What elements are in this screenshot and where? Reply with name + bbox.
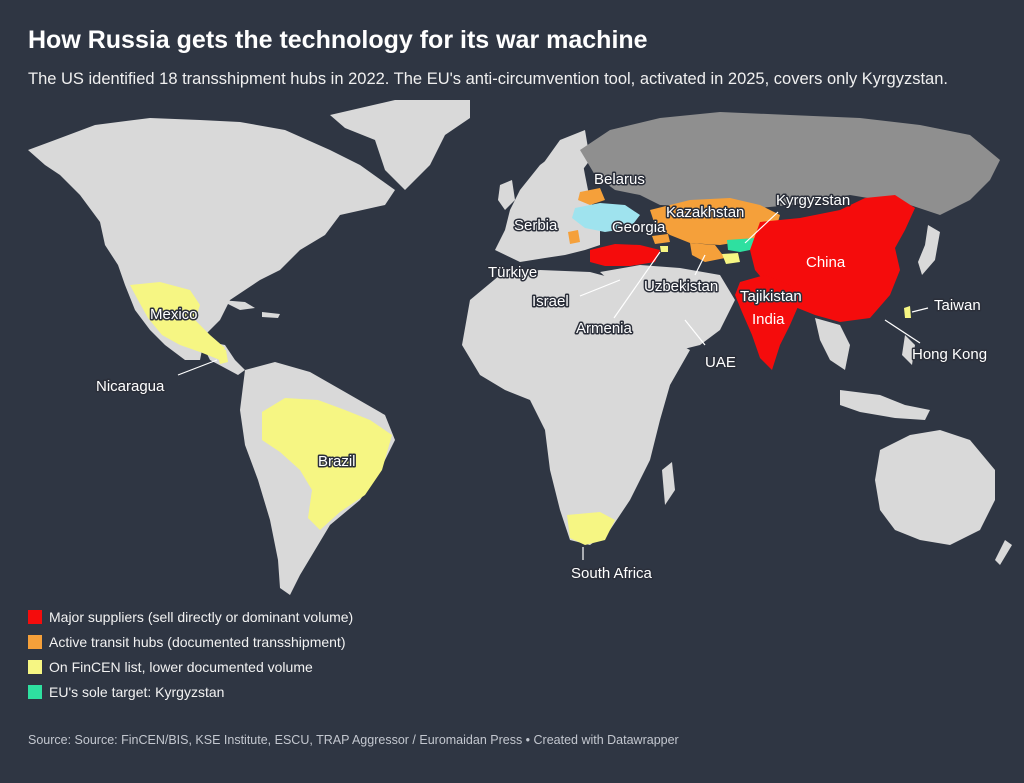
label-kyrgyzstan: Kyrgyzstan <box>776 192 850 209</box>
legend-label: Active transit hubs (documented transshi… <box>49 633 346 650</box>
japan-shape <box>918 225 940 275</box>
legend-item-fincen-list: On FinCEN list, lower documented volume <box>28 654 353 679</box>
label-taiwan: Taiwan <box>934 297 981 314</box>
north-america-shape <box>28 118 395 360</box>
armenia-leader <box>613 251 661 319</box>
israel-leader <box>579 279 621 297</box>
kazakhstan-shape <box>650 198 780 245</box>
belarus-shape <box>578 188 605 205</box>
legend-swatch <box>28 609 42 624</box>
label-belarus: Belarus <box>594 171 645 188</box>
africa-shape <box>462 270 690 545</box>
label-georgia: Georgia <box>612 219 666 236</box>
uzbekistan-shape <box>690 243 725 262</box>
taiwan-shape <box>904 306 911 318</box>
mexico-shape <box>130 282 225 360</box>
label-serbia: Serbia <box>514 217 558 234</box>
india-shape <box>735 275 800 370</box>
legend-item-transit-hubs: Active transit hubs (documented transshi… <box>28 629 353 654</box>
middle-east-shape <box>600 265 735 350</box>
legend-label: Major suppliers (sell directly or domina… <box>49 608 354 625</box>
world-map: Belarus Kazakhstan Kyrgyzstan Serbia Geo… <box>28 100 1012 595</box>
australia-shape <box>875 430 995 545</box>
label-china: China <box>806 254 846 271</box>
caribbean-shape <box>220 300 280 318</box>
legend-label: EU's sole target: Kyrgyzstan <box>49 683 225 700</box>
ukraine-shape <box>572 203 640 232</box>
georgia-shape <box>652 234 670 244</box>
label-armenia: Armenia <box>576 320 633 337</box>
legend-item-major-suppliers: Major suppliers (sell directly or domina… <box>28 604 353 629</box>
source-note: Source: Source: FinCEN/BIS, KSE Institut… <box>28 733 679 747</box>
legend-swatch <box>28 659 42 674</box>
serbia-shape <box>568 230 580 244</box>
label-nicaragua: Nicaragua <box>96 378 165 395</box>
new-zealand-shape <box>995 540 1012 565</box>
label-uae: UAE <box>705 354 736 371</box>
chart-title: How Russia gets the technology for its w… <box>28 26 648 54</box>
hong-kong-leader <box>884 319 921 344</box>
legend-swatch <box>28 684 42 699</box>
taiwan-leader <box>911 307 929 313</box>
uk-shape <box>498 180 515 210</box>
armenia-shape <box>660 246 668 252</box>
turkiye-shape <box>590 244 660 266</box>
nicaragua-shape <box>216 350 228 364</box>
label-kazakhstan: Kazakhstan <box>666 204 744 221</box>
label-india: India <box>752 311 785 328</box>
indonesia-shape <box>840 335 930 420</box>
south-africa-shape <box>567 512 615 545</box>
tajikistan-shape <box>722 253 740 264</box>
label-south-africa: South Africa <box>571 565 653 582</box>
madagascar-shape <box>662 462 675 505</box>
southeast-asia-shape <box>815 318 850 370</box>
map-legend: Major suppliers (sell directly or domina… <box>28 604 353 704</box>
russia-shape <box>580 112 1000 215</box>
legend-item-eu-target: EU's sole target: Kyrgyzstan <box>28 679 353 704</box>
label-mexico: Mexico <box>150 306 198 323</box>
greenland-shape <box>330 100 470 190</box>
nicaragua-leader <box>177 359 218 376</box>
label-turkiye: Türkiye <box>488 264 537 281</box>
legend-label: On FinCEN list, lower documented volume <box>49 658 313 675</box>
label-hong-kong: Hong Kong <box>912 346 987 363</box>
label-brazil: Brazil <box>318 453 356 470</box>
legend-swatch <box>28 634 42 649</box>
label-israel: Israel <box>532 293 569 310</box>
brazil-shape <box>262 398 392 530</box>
chart-subtitle: The US identified 18 transshipment hubs … <box>28 70 948 88</box>
uzbekistan-leader <box>694 254 706 276</box>
scandinavia-shape <box>540 130 590 185</box>
label-tajikistan: Tajikistan <box>740 288 802 305</box>
uae-leader <box>684 319 706 346</box>
label-uzbekistan: Uzbekistan <box>644 278 718 295</box>
kyrgyzstan-leader <box>744 211 779 244</box>
